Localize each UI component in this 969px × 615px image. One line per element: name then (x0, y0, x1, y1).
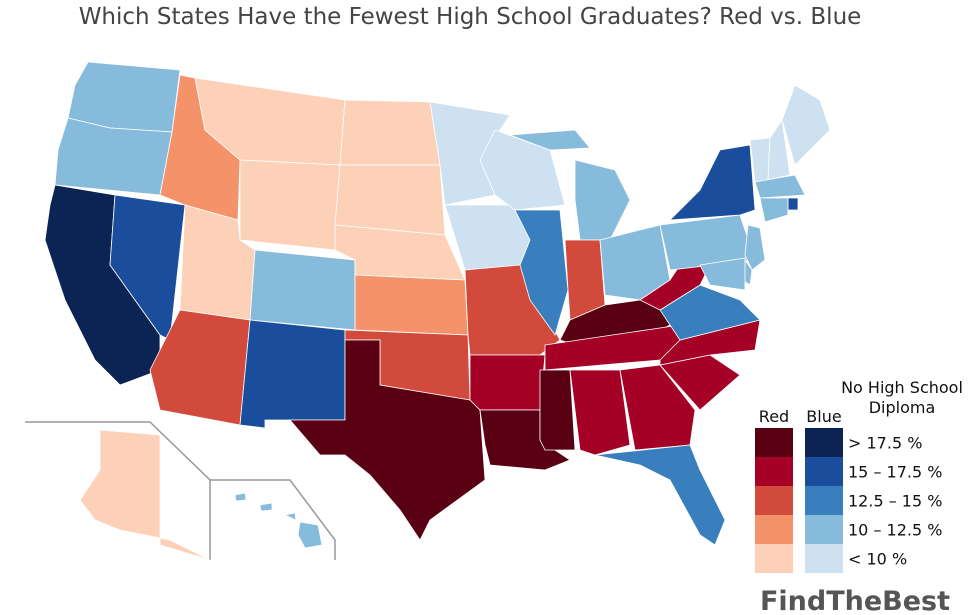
state (234, 492, 247, 502)
state (574, 159, 631, 241)
legend-bin-label: 12.5 – 15 % (848, 492, 942, 511)
inset-border (25, 421, 211, 560)
state (767, 118, 791, 181)
state (289, 339, 486, 541)
legend-swatch (805, 486, 843, 515)
state (509, 129, 591, 151)
legend-swatch (805, 544, 843, 573)
legend-swatch (805, 457, 843, 486)
state (787, 197, 799, 211)
state (239, 319, 346, 429)
state (283, 512, 297, 521)
legend: Red Blue > 17.5 % 15 – 17.5 % 12.5 – 15 % 10 … (755, 378, 963, 573)
brand: FindTheBest (760, 586, 950, 615)
state (239, 159, 341, 251)
legend-bin-label: > 17.5 % (848, 434, 922, 453)
state (569, 369, 631, 456)
state (699, 257, 746, 291)
legend-bin-label: < 10 % (848, 550, 907, 569)
legend-swatch (755, 515, 793, 544)
legend-swatch (805, 515, 843, 544)
legend-bin-label: 15 – 17.5 % (848, 463, 942, 482)
state (619, 364, 696, 451)
state (334, 164, 446, 236)
state (759, 197, 789, 223)
title: Which States Have the Fewest High School… (79, 4, 862, 30)
legend-swatch (755, 486, 793, 515)
state (354, 274, 469, 336)
state (514, 209, 569, 336)
state (594, 444, 726, 546)
state (79, 429, 211, 561)
legend-column-label: Red (759, 407, 789, 426)
legend-swatch (755, 428, 793, 457)
legend-swatch (755, 544, 793, 573)
state (668, 144, 756, 221)
states (44, 61, 831, 561)
state (781, 84, 831, 166)
state (469, 354, 546, 411)
legend-title: Diploma (869, 398, 936, 417)
state (339, 99, 441, 166)
state (297, 521, 323, 549)
state (67, 61, 181, 133)
state (109, 194, 186, 341)
legend-swatch (755, 457, 793, 486)
legend-column-label: Blue (806, 407, 841, 426)
state (754, 174, 806, 199)
inset-border (210, 479, 336, 560)
state (539, 369, 576, 451)
legend-swatch (805, 428, 843, 457)
state (749, 137, 771, 183)
state (259, 502, 273, 512)
legend-bin-label: 10 – 12.5 % (848, 521, 942, 540)
state (249, 249, 356, 331)
legend-title: No High School (841, 378, 963, 397)
state (744, 224, 766, 271)
